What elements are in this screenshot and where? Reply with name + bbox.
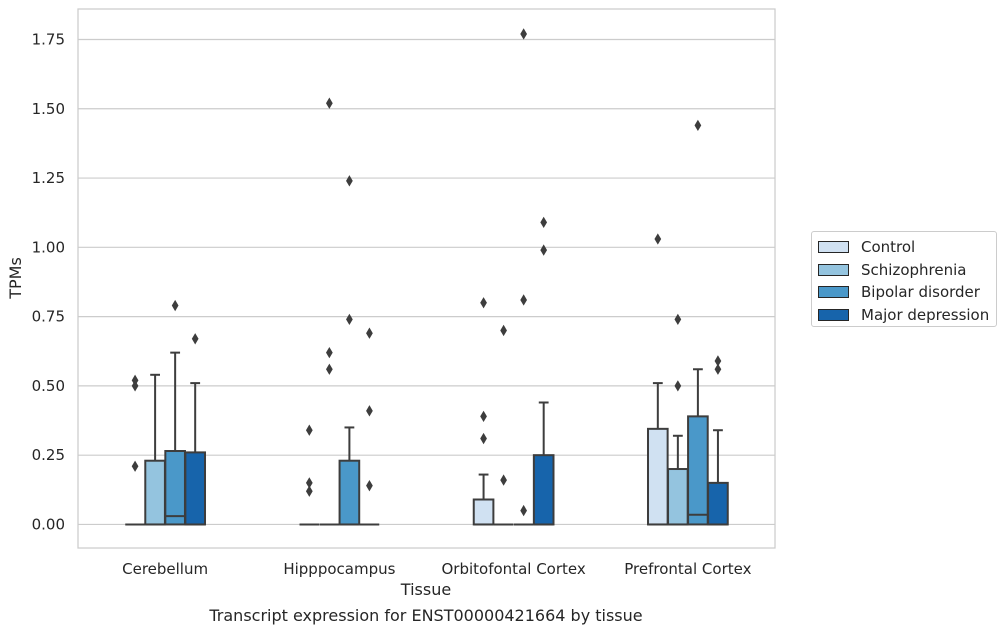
x-tick-label: Orbitofontal Cortex	[442, 560, 586, 578]
box-series-group	[125, 28, 729, 526]
box-body	[532, 454, 555, 526]
box-schizophrenia	[144, 373, 166, 526]
y-tick-label: 0.25	[32, 446, 65, 464]
legend: Control Schizophrenia Bipolar disorder Majo…	[811, 231, 997, 327]
x-tick-labels: Cerebellum Hipppocampus Orbitofontal Corte…	[122, 560, 751, 578]
outlier-point	[305, 424, 313, 436]
box-body	[144, 459, 166, 526]
box-bipolar-disorder	[338, 175, 361, 526]
box-body	[164, 450, 186, 526]
outlier-point	[540, 244, 548, 256]
box-bipolar-disorder	[687, 119, 709, 526]
y-tick-label: 1.50	[32, 100, 65, 118]
box-major-depression	[359, 327, 380, 526]
outlier-point	[520, 294, 528, 306]
x-tick-label: Hipppocampus	[283, 560, 395, 578]
outlier-point	[325, 363, 333, 375]
x-tick-label: Prefrontal Cortex	[624, 560, 751, 578]
outlier-point	[694, 119, 702, 132]
box-schizophrenia	[493, 324, 514, 526]
outlier-point	[346, 313, 353, 326]
box-body	[707, 481, 729, 526]
outlier-point	[171, 299, 179, 312]
outlier-point	[480, 432, 487, 445]
outlier-point	[366, 479, 373, 492]
legend-swatch	[818, 241, 849, 254]
outlier-point	[480, 297, 487, 309]
outlier-point	[191, 333, 199, 345]
y-tick-label: 0.75	[32, 308, 65, 326]
x-tick-label: Cerebellum	[122, 560, 208, 578]
box-body	[687, 415, 709, 526]
box-major-depression	[184, 333, 207, 526]
box-schizophrenia	[319, 97, 340, 526]
outlier-point	[131, 460, 139, 472]
box-bipolar-disorder	[164, 299, 186, 526]
legend-label: Bipolar disorder	[861, 283, 980, 302]
outlier-point	[366, 327, 373, 339]
outlier-point	[346, 175, 353, 187]
x-axis-title: Tissue	[400, 580, 451, 599]
plot-frame	[77, 8, 776, 549]
legend-label: Control	[861, 238, 916, 257]
outlier-point	[131, 374, 139, 387]
legend-item: Control	[818, 236, 996, 259]
outlier-point	[480, 410, 487, 423]
legend-item: Bipolar disorder	[818, 281, 996, 304]
box-control	[299, 424, 320, 526]
outlier-point	[305, 477, 313, 489]
box-schizophrenia	[667, 313, 689, 526]
y-tick-label: 0.50	[32, 377, 65, 395]
outlier-point	[366, 405, 373, 417]
outlier-point	[520, 504, 528, 517]
box-major-depression	[532, 216, 555, 526]
outlier-point	[520, 28, 528, 40]
outlier-point	[714, 355, 722, 367]
outlier-point	[674, 313, 682, 326]
legend-swatch	[818, 308, 849, 321]
outlier-point	[540, 216, 548, 229]
outlier-point	[654, 233, 662, 245]
box-body	[184, 451, 207, 526]
box-bipolar-disorder	[513, 28, 534, 526]
y-tick-label: 1.00	[32, 238, 65, 256]
y-tick-label: 1.25	[32, 169, 65, 187]
y-tick-label: 1.75	[32, 30, 65, 48]
outlier-point	[325, 346, 333, 359]
box-control	[646, 233, 669, 526]
outlier-point	[674, 380, 682, 392]
box-body	[338, 459, 361, 526]
box-control	[472, 297, 495, 526]
y-tick-labels: 0.00 0.25 0.50 0.75 1.00 1.25 1.50 1.75	[32, 30, 65, 533]
legend-swatch	[818, 263, 849, 276]
outlier-point	[500, 474, 507, 486]
box-body	[646, 427, 669, 526]
chart-caption: Transcript expression for ENST0000042166…	[209, 606, 643, 625]
box-body	[472, 498, 495, 526]
outlier-point	[305, 485, 313, 497]
y-axis-title: TPMs	[6, 257, 25, 300]
legend-swatch	[818, 286, 849, 299]
box-major-depression	[707, 355, 729, 526]
y-tick-label: 0.00	[32, 515, 65, 533]
box-body	[667, 468, 689, 526]
box-control	[125, 374, 145, 526]
legend-label: Major depression	[861, 305, 990, 324]
legend-item: Schizophrenia	[818, 259, 996, 282]
outlier-point	[714, 363, 722, 375]
legend-item: Major depression	[818, 304, 996, 327]
outlier-point	[325, 97, 333, 109]
outlier-point	[500, 324, 507, 337]
legend-label: Schizophrenia	[861, 260, 967, 279]
